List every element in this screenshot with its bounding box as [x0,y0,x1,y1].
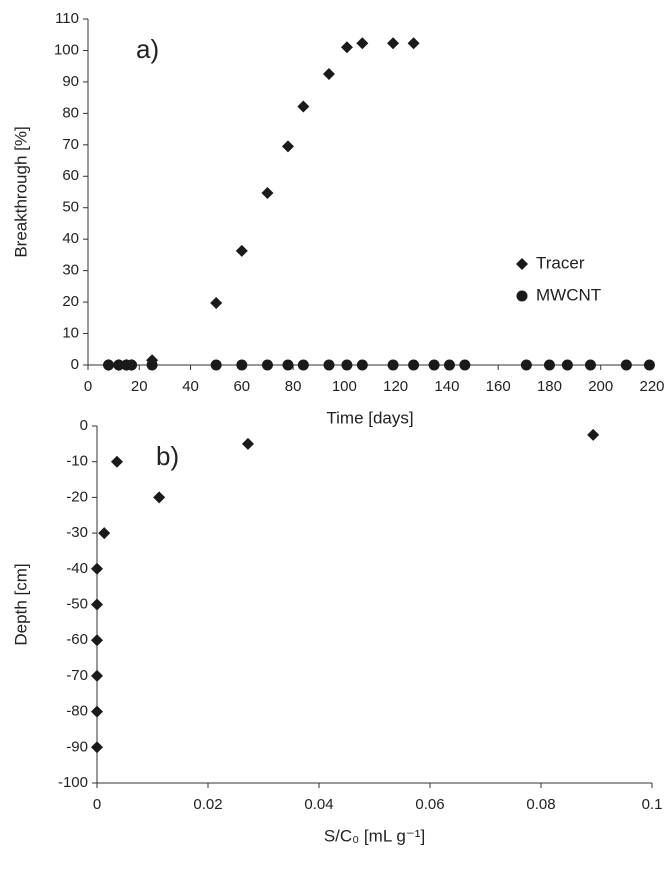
y-tick-label: 10 [62,325,79,342]
y-tick-label: 20 [62,293,79,310]
data-point [428,359,440,371]
y-tick-label: 30 [62,262,79,279]
data-point [126,359,138,371]
data-point [91,705,103,718]
x-tick-label: 60 [233,378,250,395]
x-tick-label: 20 [131,378,148,395]
x-tick-label: 100 [332,378,357,395]
data-point [91,598,103,611]
x-tick-label: 140 [434,378,459,395]
y-tick-label: 110 [55,10,79,27]
data-point [91,562,103,575]
annotation: a) [136,34,159,64]
data-point [236,359,248,371]
data-point [323,359,335,371]
legend-marker [516,258,528,270]
x-tick-label: 0 [93,796,101,813]
y-tick-label: 90 [62,73,79,90]
x-tick-label: 80 [285,378,302,395]
data-point [387,359,399,371]
y-tick-label: -50 [66,595,88,612]
data-point [322,68,335,81]
data-point [210,359,222,371]
data-point [561,359,573,371]
legend-marker [516,290,528,302]
data-point [103,359,115,371]
data-point [443,359,455,371]
x-tick-label: 160 [486,378,511,395]
data-point [235,244,248,257]
x-tick-label: 40 [182,378,199,395]
y-tick-label: 80 [62,104,79,121]
y-tick-label: -20 [66,488,88,505]
data-point [261,359,273,371]
data-point [543,359,555,371]
y-tick-label: 70 [62,136,79,153]
y-tick-label: 50 [62,199,79,216]
data-point [110,455,123,468]
data-point [91,741,103,754]
legend-label: Tracer [536,253,585,272]
y-tick-label: -80 [66,703,88,720]
data-point [281,140,294,153]
data-point [146,359,158,371]
y-tick-label: 40 [62,230,79,247]
x-tick-label: 200 [588,378,613,395]
data-point [407,37,420,50]
data-point [297,100,310,113]
x-tick-label: 0.04 [304,796,333,813]
y-tick-label: 60 [62,167,79,184]
data-point [620,359,632,371]
data-point [459,359,471,371]
x-tick-label: 0.08 [526,796,555,813]
data-point [408,359,420,371]
y-tick-label: -40 [66,560,88,577]
x-tick-label: 180 [537,378,562,395]
data-point [91,634,103,647]
y-tick-label: -10 [66,453,88,470]
data-point [387,37,400,50]
data-point [210,297,223,310]
x-tick-label: 0 [84,378,92,395]
data-point [584,359,596,371]
y-axis-title: Depth [cm] [11,563,30,645]
data-point [261,186,274,199]
x-tick-label: 0.02 [193,796,222,813]
x-tick-label: 220 [639,378,664,395]
y-axis-title: Breakthrough [%] [11,126,30,257]
data-point [587,428,600,441]
data-point [520,359,532,371]
data-point [91,669,103,682]
data-point [356,37,369,50]
x-axis-title: Time [days] [326,408,413,427]
data-point [643,359,655,371]
annotation: b) [156,441,179,471]
y-tick-label: 0 [71,356,79,373]
data-point [113,359,125,371]
data-point [153,491,166,504]
y-tick-label: -70 [66,667,88,684]
x-axis-title: S/C₀ [mL g⁻¹] [324,826,425,845]
data-point [340,41,353,54]
x-tick-label: 0.06 [415,796,444,813]
data-point [341,359,353,371]
y-tick-label: -90 [66,738,88,755]
data-point [356,359,368,371]
data-point [241,437,254,450]
y-tick-label: -60 [66,631,88,648]
x-tick-label: 0.1 [642,796,663,813]
legend-label: MWCNT [536,285,601,304]
y-tick-label: 0 [80,417,88,434]
y-tick-label: -30 [66,524,88,541]
data-point [98,527,111,540]
y-tick-label: 100 [54,41,79,58]
data-point [297,359,309,371]
x-tick-label: 120 [383,378,408,395]
y-tick-label: -100 [58,774,88,791]
data-point [282,359,294,371]
